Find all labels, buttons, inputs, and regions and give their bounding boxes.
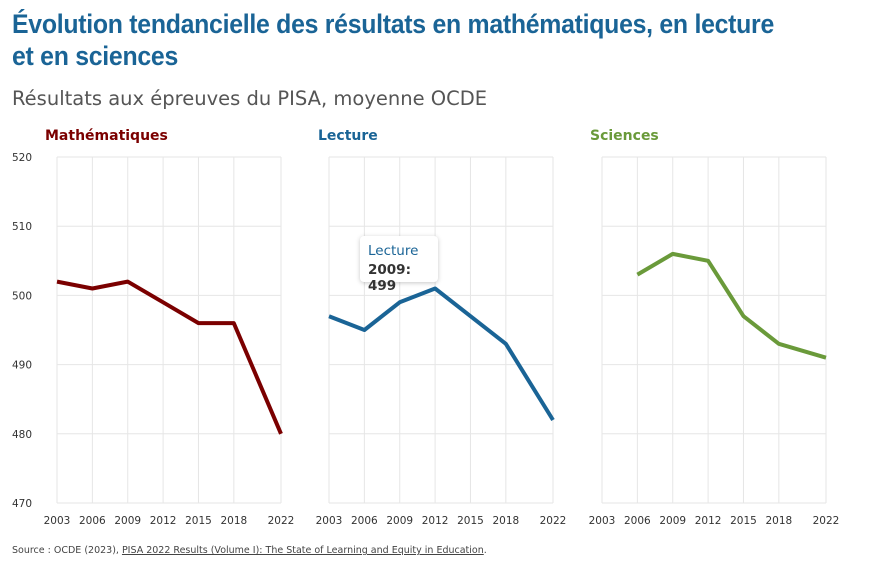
x-tick-label: 2022	[813, 515, 840, 527]
data-point-lecture	[327, 314, 331, 318]
x-tick-label: 2018	[492, 515, 519, 527]
tooltip: Lecture 2009: 499	[360, 236, 438, 294]
source-note: Source : OCDE (2023), PISA 2022 Results …	[12, 545, 487, 556]
data-point-mathematiques	[126, 280, 130, 284]
data-point-lecture	[468, 314, 472, 318]
data-point-sciences	[824, 356, 828, 360]
x-tick-label: 2018	[220, 515, 247, 527]
x-tick-label: 2006	[351, 515, 378, 527]
data-point-lecture	[398, 300, 402, 304]
data-point-sciences	[706, 259, 710, 263]
source-link[interactable]: PISA 2022 Results (Volume I): The State …	[121, 545, 484, 556]
y-tick-label: 480	[12, 429, 32, 441]
panel-title-lecture: Lecture	[318, 128, 378, 144]
x-tick-label: 2003	[44, 515, 71, 527]
panel-title-mathematiques: Mathématiques	[45, 128, 168, 144]
y-tick-label: 470	[12, 498, 32, 510]
chart-subtitle: Résultats aux épreuves du PISA, moyenne …	[12, 87, 488, 110]
panel-title-sciences: Sciences	[590, 128, 659, 144]
data-point-sciences	[777, 342, 781, 346]
x-tick-label: 2022	[540, 515, 567, 527]
x-tick-label: 2015	[185, 515, 212, 527]
y-tick-label: 520	[12, 152, 32, 164]
x-tick-label: 2012	[422, 515, 449, 527]
chart-title: Évolution tendancielle des résultats en …	[12, 9, 774, 71]
data-point-sciences	[741, 314, 745, 318]
x-tick-label: 2012	[695, 515, 722, 527]
y-tick-label: 500	[12, 290, 32, 302]
x-tick-label: 2009	[659, 515, 686, 527]
x-tick-label: 2018	[765, 515, 792, 527]
x-tick-label: 2012	[150, 515, 177, 527]
data-point-mathematiques	[55, 280, 59, 284]
data-point-mathematiques	[279, 432, 283, 436]
data-point-mathematiques	[232, 321, 236, 325]
data-point-lecture	[504, 342, 508, 346]
data-point-mathematiques	[161, 300, 165, 304]
x-tick-label: 2003	[316, 515, 343, 527]
x-tick-label: 2015	[457, 515, 484, 527]
data-point-sciences	[671, 252, 675, 256]
data-point-sciences	[635, 273, 639, 277]
x-tick-label: 2006	[79, 515, 106, 527]
x-tick-label: 2003	[589, 515, 616, 527]
x-tick-label: 2006	[624, 515, 651, 527]
y-tick-label: 510	[12, 221, 32, 233]
tooltip-series-name: Lecture	[368, 243, 419, 259]
y-tick-label: 490	[12, 360, 32, 372]
x-tick-label: 2009	[386, 515, 413, 527]
data-point-lecture	[551, 418, 555, 422]
tooltip-value: 2009: 499	[368, 262, 411, 294]
data-point-lecture	[362, 328, 366, 332]
x-tick-label: 2022	[268, 515, 295, 527]
x-tick-label: 2009	[114, 515, 141, 527]
series-line-sciences	[636, 251, 827, 360]
series-line-lecture	[328, 286, 555, 422]
data-point-mathematiques	[196, 321, 200, 325]
series-line-mathematiques	[56, 279, 283, 435]
source-suffix: .	[483, 545, 487, 556]
x-tick-label: 2015	[730, 515, 757, 527]
data-point-mathematiques	[90, 286, 94, 290]
source-prefix: Source : OCDE (2023),	[12, 545, 122, 556]
